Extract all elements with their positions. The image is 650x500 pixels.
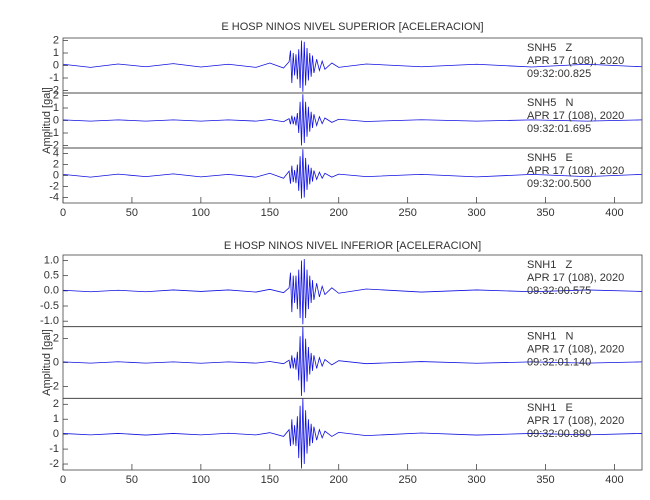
y-tick-label: -2 (49, 84, 59, 96)
y-axis-label: Amplitud [gal] (41, 87, 53, 154)
y-tick-label: -2 (49, 180, 59, 192)
y-tick-label: 1 (53, 413, 59, 425)
trace-annotation: 09:32:00.890 (527, 428, 591, 440)
trace-annotation: SNH5 N (527, 97, 574, 109)
waveform (63, 149, 642, 199)
x-tick-label: 150 (261, 474, 279, 486)
y-axis-label: Amplitud [gal] (41, 329, 53, 396)
y-tick-label: 2 (53, 34, 59, 46)
panel-frame (62, 397, 643, 471)
trace-annotation: SNH1 E (527, 402, 573, 414)
x-tick-label: 250 (398, 474, 416, 486)
x-tick-label: 300 (467, 207, 485, 219)
trace-annotation: SNH5 Z (527, 42, 573, 54)
y-tick-label: 1 (53, 47, 59, 59)
y-tick-label: 0.5 (44, 270, 59, 282)
x-tick-label: 350 (536, 207, 554, 219)
y-tick-label: -1 (49, 443, 59, 455)
chart-title: E HOSP NINOS NIVEL INFERIOR [ACELERACION… (224, 240, 481, 252)
x-tick-label: 0 (60, 207, 66, 219)
trace-annotation: 09:32:01.695 (527, 123, 591, 135)
trace-annotation: APR 17 (108), 2020 (527, 415, 624, 427)
waveform (63, 94, 642, 146)
y-tick-label: -2 (49, 380, 59, 392)
trace-annotation: SNH1 Z (527, 259, 573, 271)
y-tick-label: 0 (53, 114, 59, 126)
x-tick-label: 400 (605, 207, 623, 219)
trace-annotation: 09:32:00.825 (527, 68, 591, 80)
x-tick-label: 200 (330, 207, 348, 219)
waveform (63, 40, 642, 92)
x-tick-label: 150 (261, 207, 279, 219)
trace-annotation: SNH1 N (527, 331, 574, 343)
trace-annotation: 09:32:01.140 (527, 357, 591, 369)
y-tick-label: 0.0 (44, 285, 59, 297)
y-tick-label: -1.0 (40, 315, 59, 327)
x-tick-label: 50 (126, 474, 138, 486)
trace-annotation: APR 17 (108), 2020 (527, 165, 624, 177)
x-tick-label: 100 (192, 207, 210, 219)
x-tick-label: 300 (467, 474, 485, 486)
panel-frame (62, 147, 643, 204)
trace-annotation: APR 17 (108), 2020 (527, 272, 624, 284)
x-tick-label: 250 (398, 207, 416, 219)
x-tick-label: 100 (192, 474, 210, 486)
trace-annotation: APR 17 (108), 2020 (527, 344, 624, 356)
y-tick-label: -2 (49, 139, 59, 151)
y-tick-label: -4 (49, 191, 59, 203)
y-tick-label: 0 (53, 59, 59, 71)
y-tick-label: 2 (53, 89, 59, 101)
trace-annotation: APR 17 (108), 2020 (527, 55, 624, 67)
y-tick-label: 1.0 (44, 254, 59, 266)
y-tick-label: 2 (53, 158, 59, 170)
y-tick-label: 0 (53, 169, 59, 181)
x-tick-label: 50 (126, 207, 138, 219)
y-tick-label: 0 (53, 428, 59, 440)
waveform (63, 258, 642, 325)
y-tick-label: 0 (53, 356, 59, 368)
x-tick-label: 200 (330, 474, 348, 486)
y-tick-label: 1 (53, 102, 59, 114)
y-tick-label: -1 (49, 127, 59, 139)
trace-annotation: 09:32:00.575 (527, 285, 591, 297)
y-tick-label: -2 (49, 458, 59, 470)
y-tick-label: 2 (53, 398, 59, 410)
x-tick-label: 0 (60, 474, 66, 486)
y-tick-label: -0.5 (40, 300, 59, 312)
trace-annotation: SNH5 E (527, 152, 573, 164)
trace-annotation: 09:32:00.500 (527, 178, 591, 190)
y-tick-label: 2 (53, 333, 59, 345)
waveform (63, 398, 642, 469)
x-tick-label: 350 (536, 474, 554, 486)
trace-annotation: APR 17 (108), 2020 (527, 110, 624, 122)
x-tick-label: 400 (605, 474, 623, 486)
y-tick-label: 4 (53, 147, 59, 159)
chart-title: E HOSP NINOS NIVEL SUPERIOR [ACELERACION… (221, 21, 483, 33)
y-tick-label: -1 (49, 72, 59, 84)
